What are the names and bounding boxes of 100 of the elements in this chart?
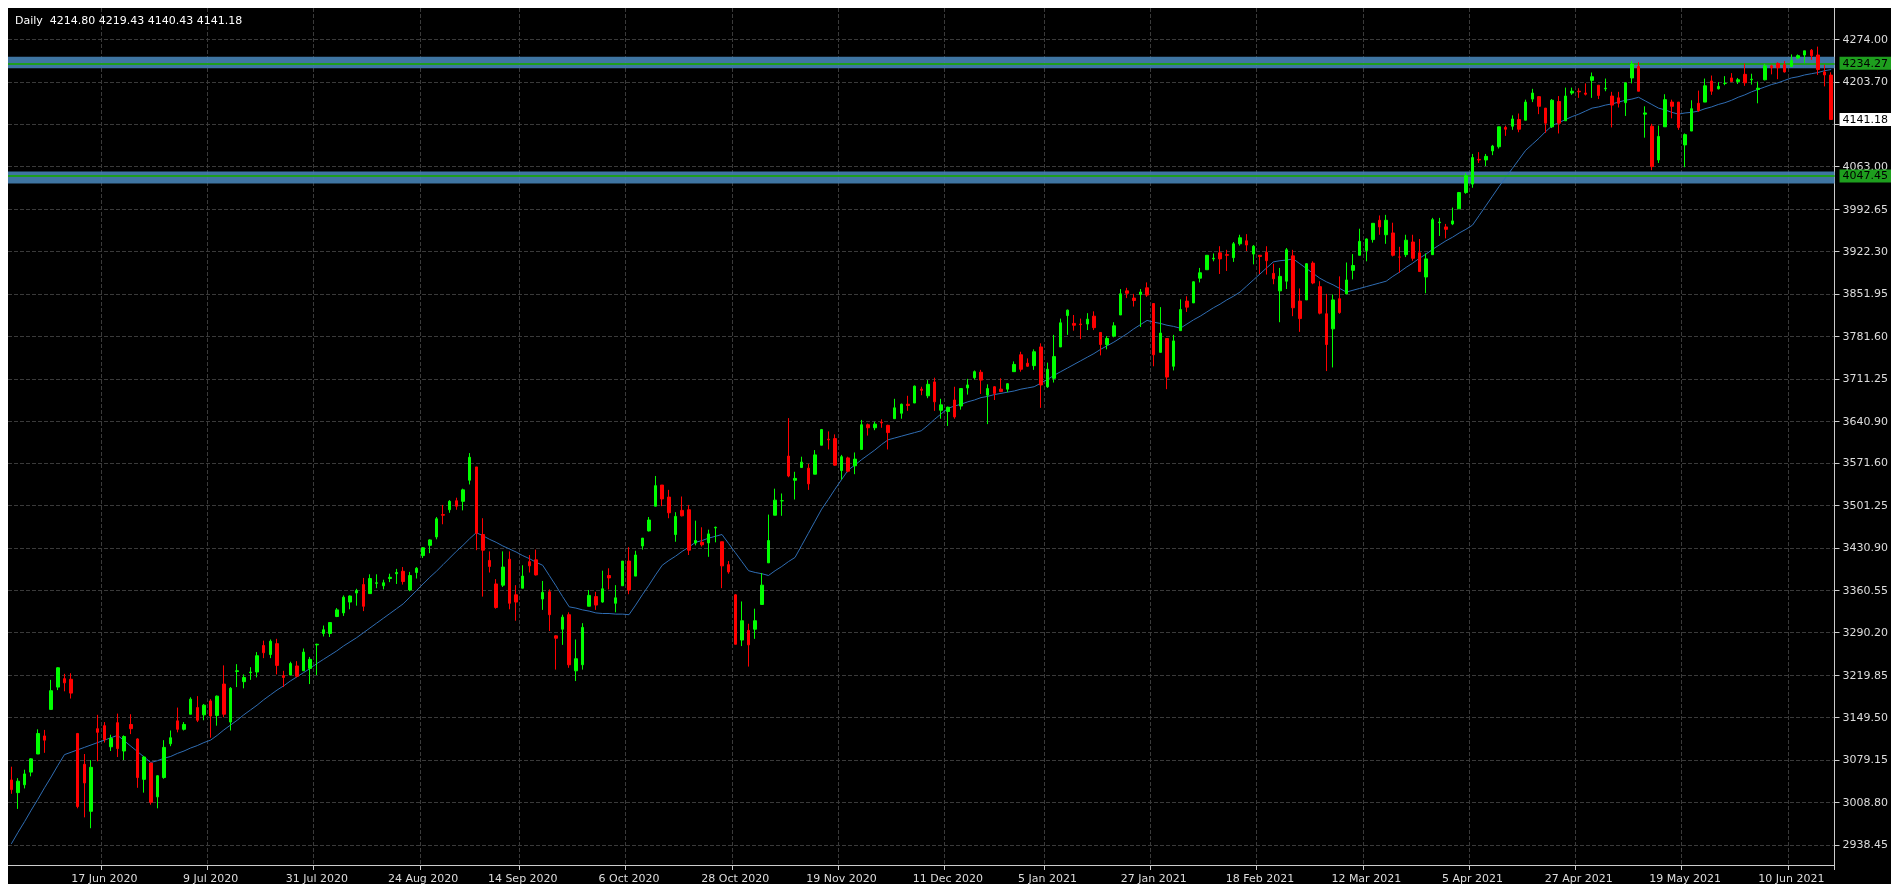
candlestick	[1132, 293, 1136, 308]
candlestick	[76, 732, 79, 809]
candlestick	[1305, 262, 1308, 301]
candlestick	[29, 757, 33, 777]
candlestick	[1517, 113, 1521, 133]
candlestick	[1511, 114, 1514, 131]
candlestick	[1438, 217, 1441, 237]
candlestick	[1365, 237, 1368, 262]
x-tick-label: 9 Jul 2020	[182, 872, 239, 885]
candlestick	[302, 647, 305, 672]
candlestick	[966, 378, 969, 396]
candlestick	[1803, 50, 1806, 64]
candlestick	[760, 572, 764, 605]
x-tick-label: 11 Dec 2020	[912, 872, 983, 885]
candlestick	[1165, 338, 1169, 390]
candlestick	[269, 638, 272, 659]
candlestick	[1763, 63, 1767, 81]
candlestick	[1345, 262, 1348, 295]
x-tick-label: 19 Nov 2020	[806, 872, 877, 885]
x-tick-label: 18 Feb 2021	[1225, 872, 1295, 885]
candlestick	[1743, 62, 1747, 87]
candlestick	[734, 593, 737, 645]
candlestick	[1198, 267, 1202, 283]
candlestick	[1829, 71, 1833, 121]
candlestick	[853, 451, 857, 475]
candlestick	[156, 774, 159, 809]
candlestick	[1291, 249, 1295, 317]
candlestick	[209, 698, 212, 739]
candlestick	[189, 696, 192, 715]
y-tick-label: 3360.55	[1842, 583, 1889, 597]
candlestick	[1683, 132, 1687, 168]
candlestick	[149, 762, 153, 806]
candlestick	[348, 594, 352, 610]
candlestick	[1790, 53, 1793, 67]
candlestick	[308, 656, 312, 685]
candlestick	[1185, 295, 1189, 313]
candlestick	[1796, 53, 1800, 60]
candlestick	[1225, 249, 1229, 272]
candlestick	[1086, 312, 1089, 331]
candlestick	[860, 419, 863, 450]
x-tick-label: 27 Apr 2021	[1544, 872, 1613, 885]
y-tick-label: 2938.45	[1842, 838, 1889, 852]
x-tick-label: 24 Aug 2020	[387, 872, 459, 885]
candlestick	[1703, 78, 1707, 103]
candlestick	[355, 588, 358, 607]
candlestick	[700, 526, 704, 548]
candlestick	[654, 475, 657, 507]
candlestick	[1278, 267, 1282, 323]
candlestick	[1331, 293, 1335, 368]
candlestick	[1205, 254, 1209, 271]
candlestick	[1318, 280, 1322, 315]
candlestick	[1491, 144, 1494, 156]
candlestick	[1404, 234, 1408, 258]
candlestick	[1431, 217, 1434, 256]
candlestick	[873, 421, 877, 431]
candlestick	[1697, 90, 1700, 113]
candlestick	[475, 466, 478, 551]
candlestick	[1624, 82, 1627, 117]
candlestick	[581, 622, 584, 671]
candlestick	[1012, 360, 1016, 373]
candlestick	[461, 488, 465, 511]
candlestick	[680, 496, 684, 517]
candlestick	[421, 546, 425, 559]
candlestick	[1637, 61, 1640, 92]
x-tick-label: 6 Oct 2020	[598, 872, 660, 885]
candlestick	[89, 759, 93, 829]
candlestick	[1145, 281, 1149, 298]
candlestick	[999, 377, 1003, 393]
candlestick	[1039, 342, 1043, 409]
candlestick	[1072, 314, 1076, 332]
candlestick	[1032, 348, 1036, 371]
candlestick	[1311, 260, 1315, 285]
candlestick	[541, 580, 544, 611]
candlestick	[1212, 252, 1215, 262]
candlestick	[1736, 77, 1740, 85]
y-tick-label: 3781.60	[1842, 329, 1889, 343]
candlestick	[176, 707, 179, 733]
candlestick	[1604, 78, 1607, 92]
candlestick	[641, 537, 644, 551]
candlestick	[906, 395, 910, 412]
candlestick	[382, 579, 385, 590]
candlestick	[488, 550, 491, 573]
candlestick	[342, 594, 345, 617]
candlestick	[1358, 228, 1361, 256]
candlestick	[368, 573, 372, 595]
candlestick	[886, 424, 890, 450]
candlestick	[528, 554, 531, 573]
candlestick	[993, 385, 996, 401]
candlestick	[109, 734, 113, 752]
candlestick	[1657, 125, 1660, 164]
candlestick	[1524, 99, 1527, 121]
candlestick	[1079, 318, 1082, 340]
y-tick-label: 4203.70	[1842, 75, 1889, 89]
candlestick	[328, 622, 332, 638]
candlestick	[122, 734, 126, 761]
candlestick	[767, 514, 770, 564]
x-tick-label: 5 Apr 2021	[1442, 872, 1504, 885]
candlestick	[1125, 287, 1129, 299]
candlestick	[1564, 87, 1567, 122]
candlestick	[1584, 82, 1587, 96]
